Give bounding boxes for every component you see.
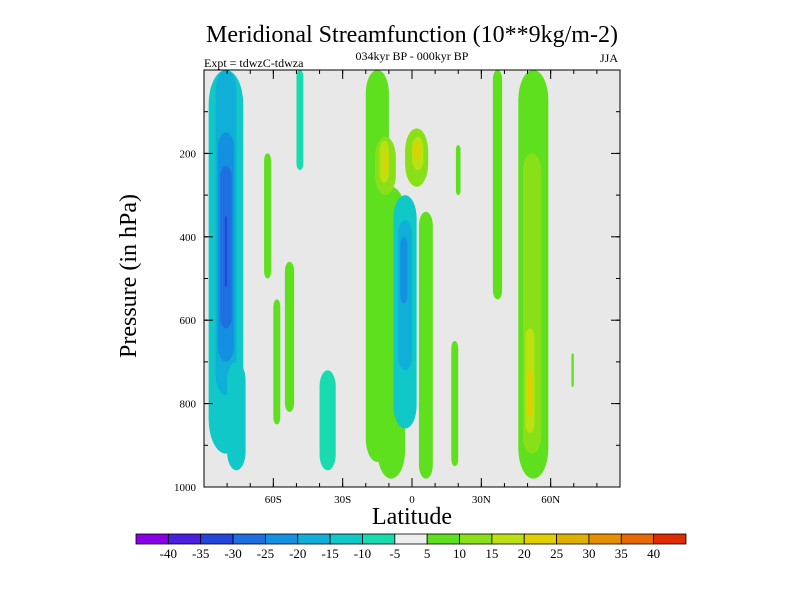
colorbar-box-6 <box>329 533 363 545</box>
chart-title: Meridional Streamfunction (10**9kg/m-2) <box>206 22 618 48</box>
colorbar-box-16 <box>653 533 687 545</box>
contour-cell-4 <box>224 215 228 287</box>
colorbar-label: 30 <box>582 546 595 561</box>
x-tick-label: 60S <box>265 494 282 506</box>
contour-cell-5 <box>227 361 246 471</box>
colorbar-label: 35 <box>615 546 628 561</box>
x-tick-label: 30S <box>334 494 351 506</box>
y-tick-label: 400 <box>180 232 197 244</box>
colorbar-box-15 <box>620 533 655 545</box>
contour-cell-21 <box>414 142 419 160</box>
colorbar-label: 20 <box>518 546 531 561</box>
colorbar-box-10 <box>459 533 493 545</box>
colorbar-box-11 <box>491 533 525 545</box>
colorbar-label: 5 <box>424 546 431 561</box>
y-tick-label: 200 <box>180 148 197 160</box>
colorbar-box-3 <box>232 533 266 545</box>
colorbar-box-14 <box>588 533 622 545</box>
contour-cell-7 <box>273 299 281 425</box>
x-axis-title: Latitude <box>372 504 452 530</box>
x-tick-label: 0 <box>409 494 415 506</box>
colorbar-label: -30 <box>224 546 241 561</box>
colorbar-label: 25 <box>550 546 563 561</box>
colorbar: -40 -35 -30 -25 -20 -15 -10 -5 5 10 15 20 25 30 35 40 <box>135 533 687 561</box>
colorbar-label: -20 <box>289 546 306 561</box>
colorbar-label: 15 <box>485 546 498 561</box>
axes: 60S 30S 0 30N 60N 200 400 600 800 1000 <box>174 69 621 506</box>
contour-cell-6 <box>264 153 272 279</box>
x-tick-label: 30N <box>472 494 491 506</box>
colorbar-label: -35 <box>192 546 209 561</box>
chart-subtitle: 034kyr BP - 000kyr BP <box>356 49 469 63</box>
colorbar-box-7 <box>362 533 396 545</box>
colorbar-box-13 <box>556 533 590 545</box>
y-tick-label: 600 <box>180 315 197 327</box>
colorbar-box-2 <box>200 533 234 545</box>
contour-cell-23 <box>451 341 459 467</box>
experiment-label: Expt = tdwzC-tdwza <box>204 56 304 70</box>
colorbar-box-8 <box>394 533 428 545</box>
colorbar-box-0 <box>135 533 169 545</box>
colorbar-box-9 <box>426 533 460 545</box>
contour-cell-22 <box>418 211 433 479</box>
colorbar-box-1 <box>167 533 202 545</box>
contour-cell-15 <box>384 153 387 175</box>
contour-cell-8 <box>284 261 295 412</box>
contour-cell-18 <box>400 236 408 304</box>
contour-cell-24 <box>455 145 461 196</box>
contour-cell-10 <box>319 370 336 471</box>
contour-cell-29 <box>527 370 533 417</box>
colorbar-box-4 <box>265 533 299 545</box>
contour-cell-25 <box>492 70 503 300</box>
y-tick-label: 1000 <box>174 482 197 494</box>
colorbar-label: -40 <box>160 546 177 561</box>
y-tick-label: 800 <box>180 399 197 411</box>
contour-cell-9 <box>296 70 304 171</box>
colorbar-box-12 <box>523 533 557 545</box>
colorbar-label: -5 <box>389 546 400 561</box>
colorbar-label: 40 <box>647 546 660 561</box>
plot-area <box>204 70 620 487</box>
colorbar-label: -15 <box>321 546 338 561</box>
colorbar-label: -25 <box>257 546 274 561</box>
colorbar-box-5 <box>297 533 331 545</box>
x-tick-label: 60N <box>541 494 560 506</box>
contour-cell-30 <box>571 353 574 387</box>
colorbar-label: 10 <box>453 546 466 561</box>
season-label: JJA <box>600 51 618 65</box>
y-axis-title: Pressure (in hPa) <box>116 194 142 358</box>
colorbar-label: -10 <box>354 546 371 561</box>
